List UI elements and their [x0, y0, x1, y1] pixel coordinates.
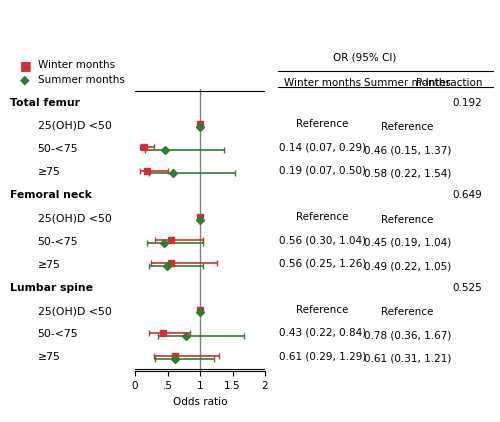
Text: 0.61 (0.29, 1.29): 0.61 (0.29, 1.29) [279, 351, 366, 361]
Text: 0.525: 0.525 [453, 283, 482, 293]
Text: 0.58 (0.22, 1.54): 0.58 (0.22, 1.54) [364, 168, 451, 179]
Text: P-Interaction: P-Interaction [416, 78, 482, 88]
Text: OR (95% CI): OR (95% CI) [334, 52, 396, 62]
Text: ≥75: ≥75 [38, 352, 60, 362]
Text: 25(OH)D <50: 25(OH)D <50 [38, 214, 112, 223]
Text: 0.19 (0.07, 0.50): 0.19 (0.07, 0.50) [279, 166, 366, 176]
Text: 50-<75: 50-<75 [38, 144, 78, 154]
Text: 0.192: 0.192 [453, 97, 482, 108]
Text: 0.61 (0.31, 1.21): 0.61 (0.31, 1.21) [364, 354, 451, 364]
Text: 0.43 (0.22, 0.84): 0.43 (0.22, 0.84) [279, 328, 366, 338]
Text: Reference: Reference [296, 119, 348, 129]
Text: 0.78 (0.36, 1.67): 0.78 (0.36, 1.67) [364, 331, 451, 341]
Text: 0.46 (0.15, 1.37): 0.46 (0.15, 1.37) [364, 145, 451, 155]
Text: Reference: Reference [382, 215, 434, 225]
Text: 25(OH)D <50: 25(OH)D <50 [38, 121, 112, 131]
Text: Winter months: Winter months [284, 78, 361, 88]
Text: Summer months: Summer months [364, 78, 451, 88]
Text: Summer months: Summer months [38, 75, 124, 85]
Text: 0.45 (0.19, 1.04): 0.45 (0.19, 1.04) [364, 238, 451, 248]
Text: Reference: Reference [296, 212, 348, 222]
Text: Lumbar spine: Lumbar spine [10, 283, 93, 293]
Text: ◆: ◆ [20, 74, 30, 87]
Text: 0.56 (0.30, 1.04): 0.56 (0.30, 1.04) [279, 235, 366, 245]
Text: 50-<75: 50-<75 [38, 237, 78, 246]
Text: 50-<75: 50-<75 [38, 329, 78, 339]
Text: Reference: Reference [296, 305, 348, 315]
Text: Reference: Reference [382, 122, 434, 132]
Text: 25(OH)D <50: 25(OH)D <50 [38, 306, 112, 316]
X-axis label: Odds ratio: Odds ratio [173, 397, 227, 407]
Text: ≥75: ≥75 [38, 167, 60, 177]
Text: ≥75: ≥75 [38, 260, 60, 270]
Text: 0.56 (0.25, 1.26): 0.56 (0.25, 1.26) [279, 258, 366, 268]
Text: 0.14 (0.07, 0.29): 0.14 (0.07, 0.29) [279, 143, 366, 152]
Text: 0.49 (0.22, 1.05): 0.49 (0.22, 1.05) [364, 261, 451, 271]
Text: Winter months: Winter months [38, 60, 115, 70]
Text: Reference: Reference [382, 308, 434, 317]
Text: Femoral neck: Femoral neck [10, 190, 92, 200]
Text: 0.649: 0.649 [453, 190, 482, 200]
Text: ■: ■ [20, 59, 32, 72]
Text: Total femur: Total femur [10, 97, 80, 108]
